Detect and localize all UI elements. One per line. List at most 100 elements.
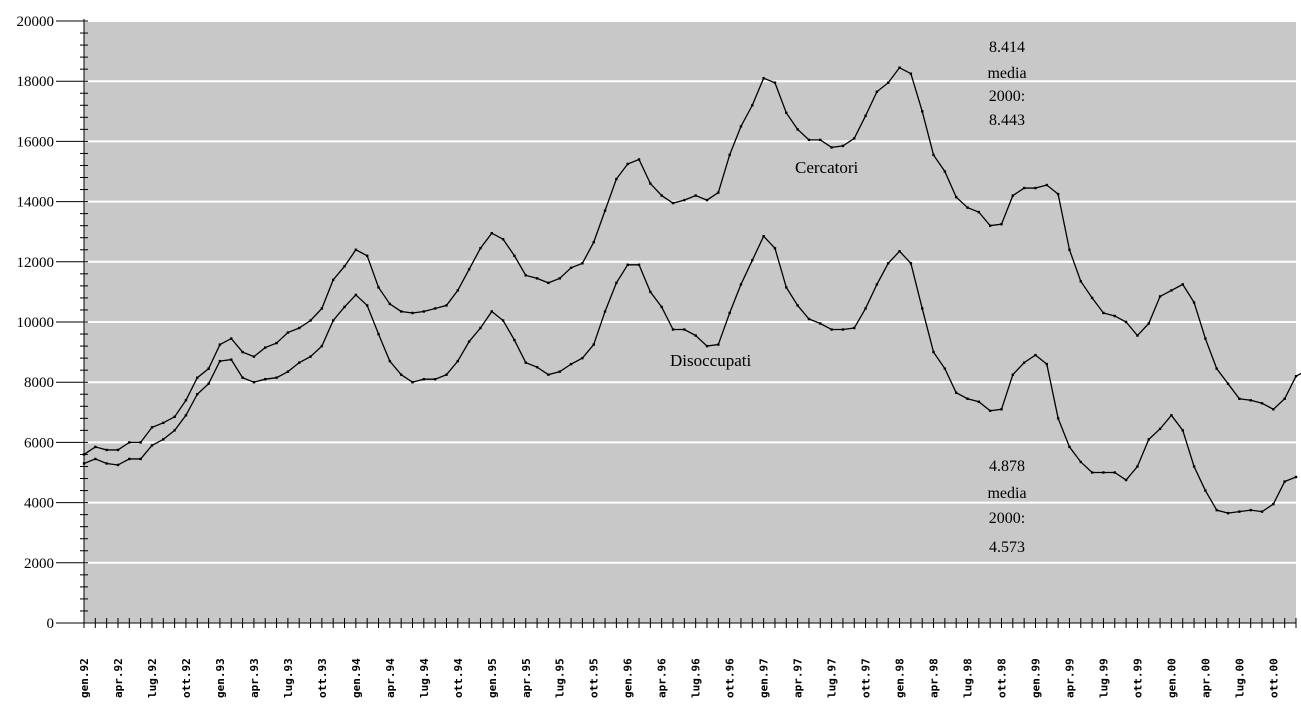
data-point-cercatori-6 [150,426,154,429]
x-tick-label-12: gen.95 [486,658,499,698]
data-point-cercatori-72 [898,66,901,69]
data-point-cercatori-26 [377,286,380,289]
y-tick-label-20000: 20000 [17,14,55,30]
data-point-disoccupati-10 [196,393,199,396]
data-point-disoccupati-33 [456,359,459,363]
data-point-disoccupati-36 [490,310,493,313]
data-point-disoccupati-106 [1283,480,1286,483]
data-point-disoccupati-104 [1260,510,1264,513]
series-line-cercatori [83,66,1301,455]
data-point-cercatori-45 [592,241,595,244]
data-point-cercatori-74 [921,110,924,113]
data-point-cercatori-76 [943,170,947,173]
data-point-disoccupati-66 [830,328,833,331]
data-point-disoccupati-71 [887,262,890,265]
data-point-cercatori-69 [864,114,867,118]
x-tick-label-22: lug.97 [826,658,839,698]
data-point-cercatori-38 [513,254,516,257]
data-point-cercatori-79 [977,210,981,214]
data-point-disoccupati-77 [954,391,958,394]
data-point-cercatori-73 [909,72,913,75]
data-point-disoccupati-42 [558,370,561,373]
x-tick-label-17: apr.96 [656,658,669,698]
data-point-cercatori-96 [1170,289,1173,292]
annotation-disoccupati-line-1: 4.878 [989,458,1025,475]
data-point-disoccupati-58 [739,283,743,286]
data-point-cercatori-107 [1294,374,1298,378]
data-point-cercatori-41 [547,281,550,285]
data-point-disoccupati-88 [1079,460,1082,464]
data-point-cercatori-83 [1022,186,1026,190]
data-point-cercatori-104 [1260,402,1264,405]
data-point-disoccupati-46 [603,310,607,313]
data-point-cercatori-85 [1045,183,1049,187]
data-point-disoccupati-107 [1294,475,1298,479]
data-point-cercatori-92 [1124,320,1128,324]
data-point-disoccupati-51 [660,305,663,309]
data-point-disoccupati-75 [932,350,935,354]
data-point-cercatori-18 [286,331,290,334]
data-point-cercatori-4 [128,441,131,444]
y-tick-label-6000: 6000 [24,435,54,451]
data-point-disoccupati-54 [694,334,697,337]
data-point-cercatori-106 [1283,397,1286,400]
data-point-disoccupati-70 [875,283,879,286]
data-point-disoccupati-43 [569,362,573,366]
data-point-disoccupati-37 [501,319,505,322]
series-lines [82,66,1301,515]
annotation-disoccupati-line-4: 4.573 [989,539,1025,556]
data-point-cercatori-37 [501,238,505,241]
data-point-cercatori-3 [116,448,120,452]
data-point-disoccupati-84 [1034,353,1037,357]
data-point-cercatori-80 [988,224,992,227]
x-tick-label-26: lug.98 [962,658,975,698]
data-point-cercatori-55 [705,198,709,202]
data-point-disoccupati-16 [264,377,267,381]
data-point-cercatori-53 [683,198,686,202]
data-point-cercatori-22 [331,278,335,282]
data-point-cercatori-103 [1249,399,1252,402]
x-tick-label-20: gen.97 [758,658,771,698]
data-point-disoccupati-21 [320,344,324,348]
x-tick-label-29: apr.99 [1063,658,1076,698]
data-point-disoccupati-64 [807,317,811,321]
x-tick-label-35: ott.00 [1267,658,1280,698]
annotation-cercatori: 8.414 media 2000: 8.443 [987,39,1026,129]
data-point-disoccupati-80 [988,409,992,412]
data-point-cercatori-78 [966,206,969,209]
series-label-disoccupati: Disoccupati [670,351,751,370]
data-point-cercatori-102 [1238,397,1241,400]
data-point-cercatori-67 [841,144,845,148]
data-point-cercatori-43 [569,266,573,270]
data-point-cercatori-87 [1068,248,1071,251]
data-point-cercatori-97 [1181,283,1184,286]
data-point-disoccupati-13 [230,358,233,361]
data-point-disoccupati-83 [1022,361,1026,364]
data-point-cercatori-90 [1102,311,1105,315]
data-point-disoccupati-25 [365,304,369,307]
data-point-cercatori-11 [207,367,210,370]
y-tick-label-18000: 18000 [17,74,55,90]
x-tick-label-5: apr.93 [248,658,261,698]
data-point-disoccupati-94 [1147,438,1150,441]
data-point-disoccupati-65 [819,322,822,325]
y-tick-label-2000: 2000 [24,556,54,572]
x-tick-label-10: lug.94 [418,658,431,698]
x-tick-label-21: apr.97 [792,658,805,698]
annotation-disoccupati: 4.878 media 2000: 4.573 [987,458,1026,556]
data-point-disoccupati-90 [1102,471,1105,474]
x-tick-label-4: gen.93 [214,658,227,698]
data-point-cercatori-70 [875,90,879,93]
data-point-cercatori-58 [739,125,743,128]
data-point-disoccupati-35 [479,326,482,330]
data-point-disoccupati-76 [943,367,947,370]
data-point-cercatori-88 [1079,280,1082,283]
data-point-cercatori-105 [1272,408,1275,411]
axes [83,19,1296,624]
series-line-disoccupati [83,235,1297,514]
data-point-disoccupati-57 [728,311,731,315]
data-point-disoccupati-102 [1238,510,1241,513]
data-point-disoccupati-60 [762,235,765,238]
data-point-cercatori-57 [728,153,731,157]
data-point-cercatori-44 [581,262,584,265]
